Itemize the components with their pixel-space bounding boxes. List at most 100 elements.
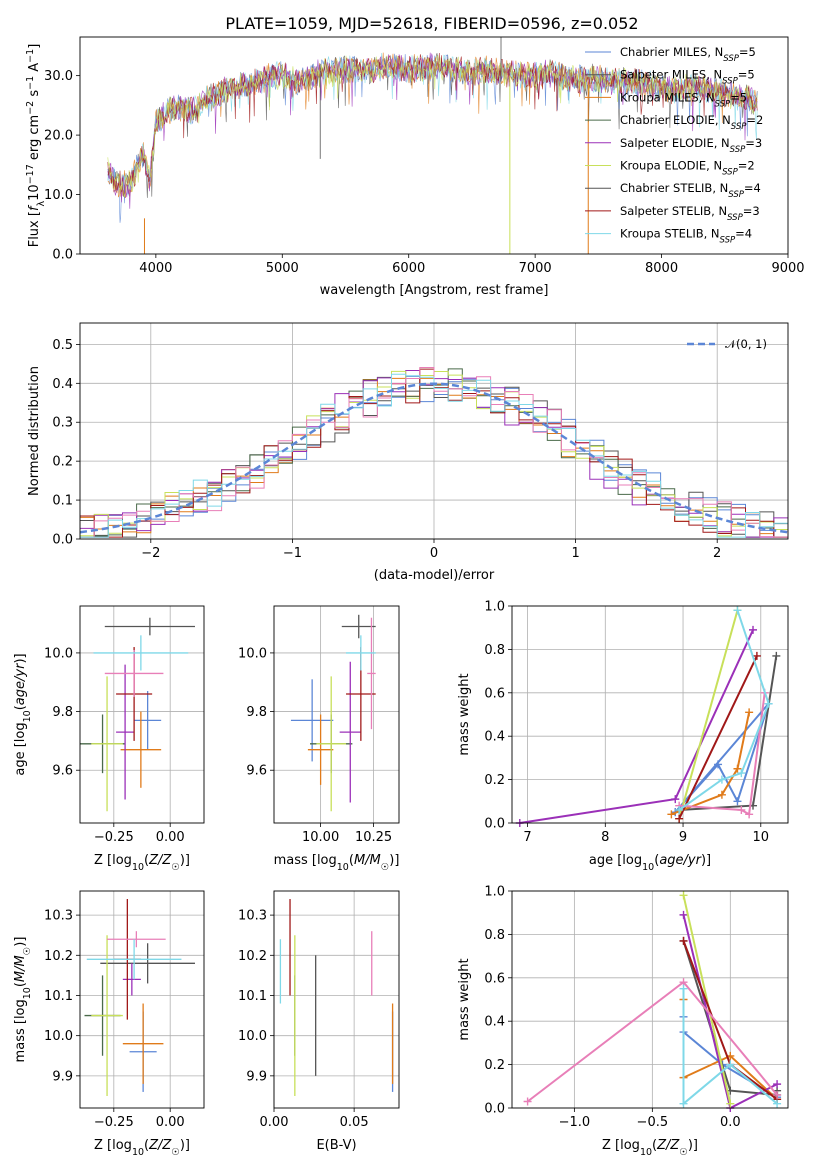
x-tick-label: 0.0 xyxy=(720,1115,741,1130)
x-tick-label: −0.25 xyxy=(94,830,134,845)
weight-marker xyxy=(773,1099,782,1108)
y-tick-label: 10.2 xyxy=(44,949,73,964)
x-tick-label: 0.00 xyxy=(156,1115,185,1130)
Z-vs-age-frame xyxy=(79,605,205,824)
weight-series-line xyxy=(678,610,739,819)
weight-marker xyxy=(679,1099,688,1108)
y-tick-label: 0.0 xyxy=(484,817,505,832)
weight-series-line xyxy=(519,629,754,824)
legend-entry: Chabrier ELODIE, NSSP=2 xyxy=(620,113,763,132)
y-tick-label: 0.6 xyxy=(484,971,505,986)
spectrum-frame xyxy=(79,36,789,255)
x-tick-label: 5000 xyxy=(266,261,299,276)
plot-area: 4000 5000 6000 7000 8000 90000.010.020.030.0w… xyxy=(13,36,805,1158)
weight-marker xyxy=(773,1090,782,1099)
x-tick-label: 0.00 xyxy=(260,1115,289,1130)
x-tick-label: 7000 xyxy=(519,261,552,276)
EBV-vs-mass-points xyxy=(279,899,394,1096)
legend-entry: 𝒩(0, 1) xyxy=(725,337,767,351)
y-axis-label: mass weight xyxy=(457,673,472,755)
y-tick-label: 0.8 xyxy=(484,643,505,658)
y-tick-label: 10.0 xyxy=(44,1029,73,1044)
age-vs-weight-series xyxy=(515,606,781,827)
weight-marker xyxy=(737,769,746,778)
legend-entry: Salpeter STELIB, NSSP=3 xyxy=(620,204,760,223)
legend-entry: Chabrier MILES, NSSP=5 xyxy=(620,45,756,64)
weight-marker xyxy=(717,775,726,784)
age-vs-weight-frame xyxy=(511,605,789,824)
y-axis-label: mass [log10(M/M☉)] xyxy=(13,937,33,1063)
Z-vs-weight-series xyxy=(523,891,782,1112)
y-tick-label: 0.6 xyxy=(484,686,505,701)
x-tick-label: 0.05 xyxy=(340,1115,369,1130)
weight-series-line xyxy=(679,692,766,816)
x-tick-label: 0.00 xyxy=(156,830,185,845)
mass-vs-age-points xyxy=(290,614,376,812)
weight-marker xyxy=(752,651,761,660)
weight-marker xyxy=(773,1080,782,1089)
y-axis-label: Normed distribution xyxy=(27,366,42,496)
x-tick-label: −2 xyxy=(141,546,160,561)
residuals-frame xyxy=(79,322,789,540)
y-axis-label: age [log10(age/yr)] xyxy=(13,653,33,775)
spectrum-legend: Chabrier MILES, NSSP=5 Salpeter MILES, NS… xyxy=(585,45,763,246)
x-tick-label: 2 xyxy=(713,546,721,561)
y-tick-label: 9.8 xyxy=(246,705,267,720)
weight-marker xyxy=(745,810,754,819)
x-tick-label: −0.25 xyxy=(94,1115,134,1130)
y-tick-label: 20.0 xyxy=(44,129,73,144)
x-axis-label: Z [log10(Z/Z☉)] xyxy=(94,1138,190,1158)
y-tick-label: 9.6 xyxy=(52,764,73,779)
weight-marker xyxy=(745,708,754,717)
x-axis-label: E(B-V) xyxy=(316,1138,356,1153)
EBV-vs-mass-axes: 0.00 0.05 9.9 10.0 10.1 10.2 10.3 xyxy=(238,891,399,1130)
legend-entry: Salpeter MILES, NSSP=5 xyxy=(620,68,755,87)
figure-title: PLATE=1059, MJD=52618, FIBERID=0596, z=0… xyxy=(225,14,638,33)
y-tick-label: 10.0 xyxy=(238,1029,267,1044)
y-tick-label: 0.5 xyxy=(52,338,73,353)
y-tick-label: 0.8 xyxy=(484,928,505,943)
y-tick-label: 0.4 xyxy=(484,730,505,745)
weight-marker xyxy=(675,805,684,814)
Z-vs-age-points xyxy=(80,617,195,812)
y-tick-label: 0.0 xyxy=(52,533,73,548)
weight-marker xyxy=(714,760,723,769)
normal-curve xyxy=(80,382,788,534)
y-tick-label: 10.0 xyxy=(44,188,73,203)
x-tick-label: 1 xyxy=(571,546,579,561)
spectrum-line xyxy=(107,54,758,197)
weight-series-line xyxy=(671,712,751,816)
y-tick-label: 9.9 xyxy=(52,1069,73,1084)
y-tick-label: 0.1 xyxy=(52,494,73,509)
y-tick-label: 10.3 xyxy=(238,909,267,924)
weight-series-line xyxy=(682,895,732,1104)
legend-entry: Chabrier STELIB, NSSP=4 xyxy=(620,181,761,200)
weight-series-line xyxy=(682,988,778,1106)
weight-marker xyxy=(749,625,758,634)
y-tick-label: 10.0 xyxy=(44,646,73,661)
y-tick-label: 0.2 xyxy=(484,1058,505,1073)
weight-marker xyxy=(733,606,742,615)
Z-vs-weight-frame xyxy=(511,890,789,1109)
legend-entry: Salpeter ELODIE, NSSP=3 xyxy=(620,136,762,155)
y-tick-label: 0.2 xyxy=(52,455,73,470)
weight-marker xyxy=(733,764,742,773)
x-tick-label: 10.25 xyxy=(355,830,392,845)
weight-marker xyxy=(737,805,746,814)
y-tick-label: 0.4 xyxy=(52,377,73,392)
y-tick-label: 10.1 xyxy=(238,989,267,1004)
weight-marker xyxy=(667,810,676,819)
weight-marker xyxy=(726,1060,735,1069)
x-tick-label: 9 xyxy=(679,830,687,845)
x-axis-label: Z [log10(Z/Z☉)] xyxy=(602,1138,698,1158)
residuals-axes: −2 −1 0 1 2 0.0 0.1 0.2 0.3 0.4 0.5 xyxy=(52,323,788,561)
weight-marker xyxy=(675,814,684,823)
y-tick-label: 1.0 xyxy=(484,885,505,900)
y-tick-label: 30.0 xyxy=(44,69,73,84)
x-tick-label: 8 xyxy=(601,830,609,845)
legend-entry: Kroupa STELIB, NSSP=4 xyxy=(620,227,752,246)
spectrum-axes: 4000 5000 6000 7000 8000 9000 0.0 10.0 20.0 30.0 xyxy=(44,69,805,276)
y-tick-label: 10.0 xyxy=(238,646,267,661)
weight-marker xyxy=(523,1097,532,1106)
